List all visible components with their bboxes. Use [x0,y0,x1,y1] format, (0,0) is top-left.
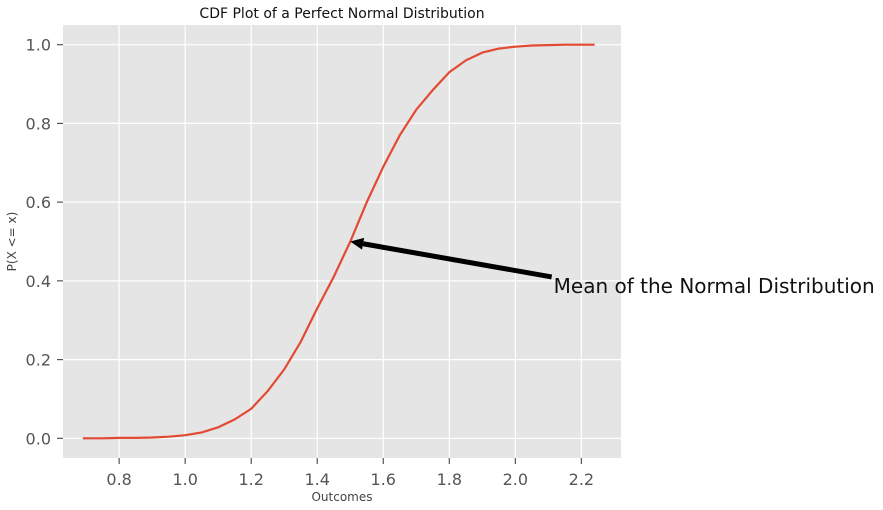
cdf-series-line [82,43,595,440]
x-tick-label: 2.0 [503,470,528,489]
x-tick-label: 1.2 [238,470,263,489]
y-tick-label: 0.0 [26,429,51,448]
x-tick-label: 1.6 [371,470,396,489]
plot-area [63,25,621,458]
y-tick-label: 0.4 [26,272,51,291]
y-axis-label: P(X <= x) [5,212,19,272]
y-tick-label: 0.6 [26,193,51,212]
annotation-arrow-shaft [362,241,553,280]
tick-labels: 0.8 1.0 1.2 1.4 1.6 1.8 2.0 2.2 0.0 0.2 0.4 0.6 0.8 1… [26,36,595,489]
y-tick-label: 0.2 [26,351,51,370]
chart-title: CDF Plot of a Perfect Normal Distributio… [199,6,484,22]
y-tick-label: 1.0 [26,36,51,55]
x-tick-label: 0.8 [106,470,131,489]
annotation-arrow-head [350,237,365,250]
y-tick-label: 0.8 [26,114,51,133]
x-axis-label: Outcomes [311,490,372,504]
annotation-arrow [350,237,553,280]
annotation-text: Mean of the Normal Distribution [554,274,875,298]
x-tick-label: 2.2 [569,470,594,489]
x-tick-label: 1.4 [305,470,330,489]
x-tick-label: 1.0 [172,470,197,489]
x-tick-label: 1.8 [437,470,462,489]
